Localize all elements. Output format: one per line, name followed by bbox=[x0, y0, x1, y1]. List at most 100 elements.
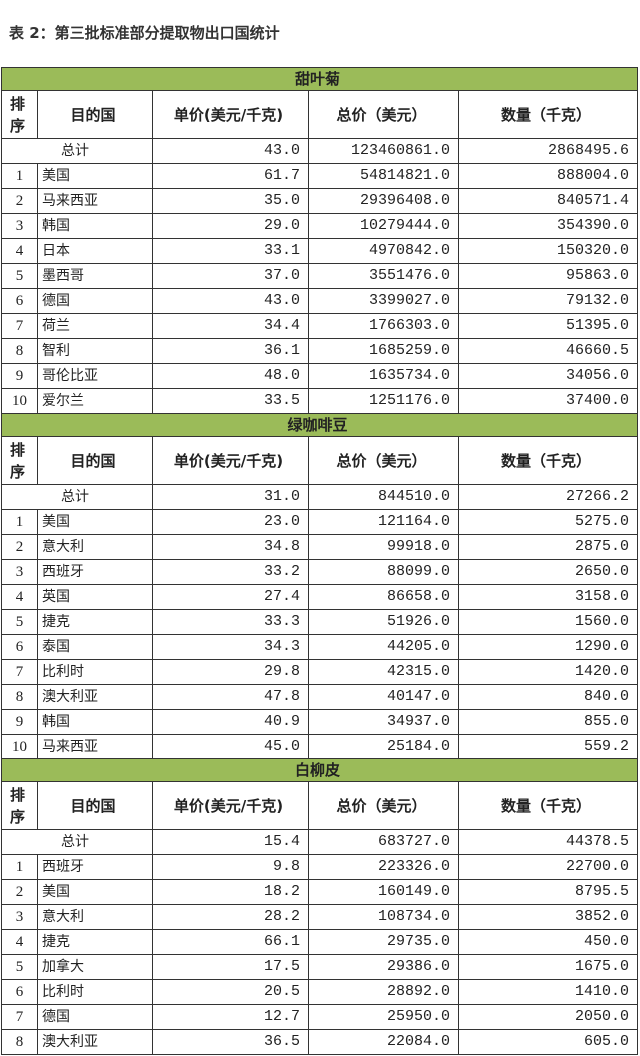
section-table: 白柳皮 排序 目的国 单价(美元/千克) 总价（美元） 数量（千克） 总计 15.4… bbox=[0, 758, 639, 1055]
unit-price-cell: 23.0 bbox=[152, 509, 309, 535]
quantity-cell: 8795.5 bbox=[457, 879, 639, 905]
quantity-cell: 1290.0 bbox=[457, 634, 639, 660]
country-cell: 比利时 bbox=[37, 659, 153, 685]
total-price-cell: 86658.0 bbox=[308, 584, 459, 610]
table-row: 7 德国 12.7 25950.0 2050.0 bbox=[1, 1004, 639, 1030]
unit-price-cell: 35.0 bbox=[152, 188, 309, 214]
unit-price-cell: 28.2 bbox=[152, 904, 309, 930]
total-price-cell: 108734.0 bbox=[308, 904, 459, 930]
section-header-row: 白柳皮 bbox=[0, 758, 639, 782]
rank-cell: 2 bbox=[1, 188, 38, 214]
total-value: 683727.0 bbox=[308, 829, 459, 855]
rank-cell: 6 bbox=[1, 634, 38, 660]
total-value: 31.0 bbox=[152, 484, 309, 510]
table-row: 6 比利时 20.5 28892.0 1410.0 bbox=[1, 979, 639, 1005]
total-value: 43.0 bbox=[152, 138, 309, 164]
data-table: 甜叶菊 排序 目的国 单价(美元/千克) 总价（美元） 数量（千克） 总计 43.0… bbox=[0, 67, 639, 414]
unit-price-cell: 36.5 bbox=[152, 1029, 309, 1055]
rank-cell: 1 bbox=[1, 854, 38, 880]
total-row: 总计 31.0 844510.0 27266.2 bbox=[1, 484, 639, 510]
country-cell: 西班牙 bbox=[37, 559, 153, 585]
quantity-cell: 1560.0 bbox=[457, 609, 639, 635]
table-row: 8 智利 36.1 1685259.0 46660.5 bbox=[1, 338, 639, 364]
country-cell: 澳大利亚 bbox=[37, 684, 153, 710]
table-row: 3 西班牙 33.2 88099.0 2650.0 bbox=[1, 559, 639, 585]
rank-cell: 7 bbox=[1, 313, 38, 339]
unit-price-cell: 45.0 bbox=[152, 734, 309, 760]
table-row: 6 泰国 34.3 44205.0 1290.0 bbox=[1, 634, 639, 660]
total-price-cell: 40147.0 bbox=[308, 684, 459, 710]
table-row: 8 澳大利亚 47.8 40147.0 840.0 bbox=[1, 684, 639, 710]
country-cell: 澳大利亚 bbox=[37, 1029, 153, 1055]
col-unit-price: 单价(美元/千克) bbox=[152, 781, 309, 830]
country-cell: 马来西亚 bbox=[37, 734, 153, 760]
country-cell: 荷兰 bbox=[37, 313, 153, 339]
table-row: 1 美国 61.7 54814821.0 888004.0 bbox=[1, 163, 639, 189]
country-cell: 智利 bbox=[37, 338, 153, 364]
column-header-row: 排序 目的国 单价(美元/千克) 总价（美元） 数量（千克） bbox=[1, 781, 639, 830]
col-rank: 排序 bbox=[1, 436, 38, 485]
country-cell: 加拿大 bbox=[37, 954, 153, 980]
country-cell: 德国 bbox=[37, 288, 153, 314]
table-row: 7 荷兰 34.4 1766303.0 51395.0 bbox=[1, 313, 639, 339]
quantity-cell: 450.0 bbox=[457, 929, 639, 955]
quantity-cell: 3158.0 bbox=[457, 584, 639, 610]
country-cell: 马来西亚 bbox=[37, 188, 153, 214]
unit-price-cell: 33.2 bbox=[152, 559, 309, 585]
country-cell: 哥伦比亚 bbox=[37, 363, 153, 389]
total-price-cell: 121164.0 bbox=[308, 509, 459, 535]
country-cell: 意大利 bbox=[37, 904, 153, 930]
country-cell: 德国 bbox=[37, 1004, 153, 1030]
quantity-cell: 95863.0 bbox=[457, 263, 639, 289]
section-table: 绿咖啡豆 排序 目的国 单价(美元/千克) 总价（美元） 数量（千克） 总计 31.… bbox=[0, 413, 639, 760]
country-cell: 比利时 bbox=[37, 979, 153, 1005]
total-value: 27266.2 bbox=[457, 484, 639, 510]
rank-cell: 4 bbox=[1, 584, 38, 610]
rank-cell: 9 bbox=[1, 709, 38, 735]
col-rank: 排序 bbox=[1, 781, 38, 830]
table-row: 6 德国 43.0 3399027.0 79132.0 bbox=[1, 288, 639, 314]
total-value: 15.4 bbox=[152, 829, 309, 855]
col-country: 目的国 bbox=[37, 90, 153, 139]
rank-cell: 1 bbox=[1, 163, 38, 189]
total-price-cell: 54814821.0 bbox=[308, 163, 459, 189]
section-title: 绿咖啡豆 bbox=[0, 413, 639, 437]
unit-price-cell: 37.0 bbox=[152, 263, 309, 289]
rank-cell: 8 bbox=[1, 338, 38, 364]
table-row: 2 意大利 34.8 99918.0 2875.0 bbox=[1, 534, 639, 560]
col-rank: 排序 bbox=[1, 90, 38, 139]
table-row: 1 西班牙 9.8 223326.0 22700.0 bbox=[1, 854, 639, 880]
data-table: 绿咖啡豆 排序 目的国 单价(美元/千克) 总价（美元） 数量（千克） 总计 31.… bbox=[0, 413, 639, 760]
unit-price-cell: 17.5 bbox=[152, 954, 309, 980]
table-row: 3 韩国 29.0 10279444.0 354390.0 bbox=[1, 213, 639, 239]
data-table: 白柳皮 排序 目的国 单价(美元/千克) 总价（美元） 数量（千克） 总计 15.4… bbox=[0, 758, 639, 1055]
unit-price-cell: 40.9 bbox=[152, 709, 309, 735]
table-row: 2 美国 18.2 160149.0 8795.5 bbox=[1, 879, 639, 905]
quantity-cell: 79132.0 bbox=[457, 288, 639, 314]
total-price-cell: 3551476.0 bbox=[308, 263, 459, 289]
col-quantity: 数量（千克） bbox=[457, 436, 639, 485]
total-price-cell: 29735.0 bbox=[308, 929, 459, 955]
total-value: 2868495.6 bbox=[457, 138, 639, 164]
rank-cell: 3 bbox=[1, 213, 38, 239]
total-price-cell: 4970842.0 bbox=[308, 238, 459, 264]
table-row: 5 捷克 33.3 51926.0 1560.0 bbox=[1, 609, 639, 635]
quantity-cell: 150320.0 bbox=[457, 238, 639, 264]
table-row: 2 马来西亚 35.0 29396408.0 840571.4 bbox=[1, 188, 639, 214]
rank-cell: 1 bbox=[1, 509, 38, 535]
country-cell: 西班牙 bbox=[37, 854, 153, 880]
total-value: 844510.0 bbox=[308, 484, 459, 510]
unit-price-cell: 29.8 bbox=[152, 659, 309, 685]
table-row: 9 韩国 40.9 34937.0 855.0 bbox=[1, 709, 639, 735]
unit-price-cell: 18.2 bbox=[152, 879, 309, 905]
quantity-cell: 51395.0 bbox=[457, 313, 639, 339]
quantity-cell: 2050.0 bbox=[457, 1004, 639, 1030]
total-price-cell: 25950.0 bbox=[308, 1004, 459, 1030]
total-label: 总计 bbox=[1, 829, 153, 855]
rank-cell: 9 bbox=[1, 363, 38, 389]
country-cell: 泰国 bbox=[37, 634, 153, 660]
rank-cell: 3 bbox=[1, 904, 38, 930]
col-total-price: 总价（美元） bbox=[308, 436, 459, 485]
rank-cell: 5 bbox=[1, 954, 38, 980]
unit-price-cell: 33.1 bbox=[152, 238, 309, 264]
